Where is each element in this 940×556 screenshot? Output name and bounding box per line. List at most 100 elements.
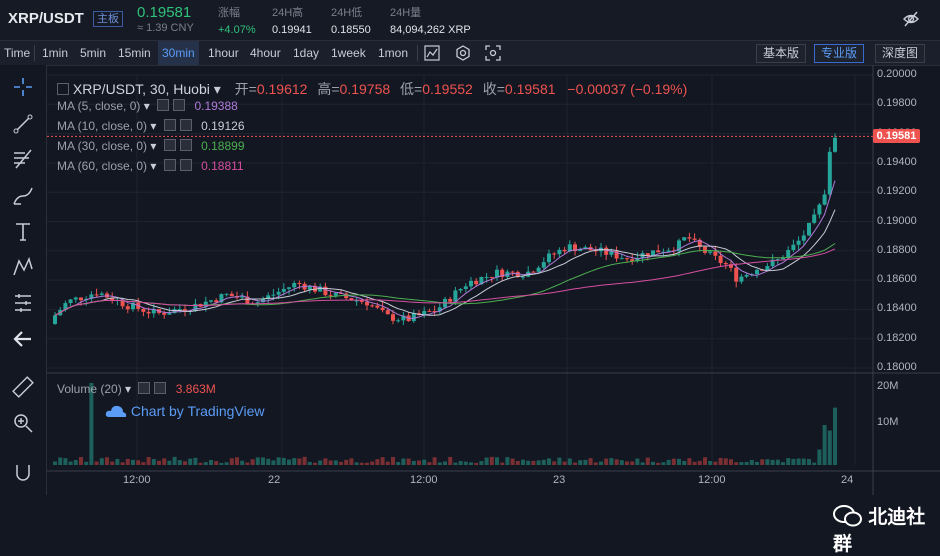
fullscreen-icon[interactable] [484, 44, 502, 62]
collapse-icon[interactable] [57, 83, 69, 95]
interval-1day[interactable]: 1day [293, 46, 320, 60]
volume-bar [599, 461, 603, 465]
candle-body [791, 244, 796, 251]
volume-bar [708, 461, 713, 465]
candle-body [489, 276, 494, 278]
close-icon[interactable] [179, 119, 192, 131]
back-arrow-icon[interactable] [11, 327, 35, 351]
brush-icon[interactable] [11, 184, 35, 208]
indicator-icon[interactable] [423, 44, 441, 62]
volume-bar [287, 459, 291, 465]
volume-bar [276, 457, 281, 465]
open-label: 开= [234, 81, 257, 97]
volume-bar [604, 458, 609, 465]
chart-area[interactable]: XRP/USDT, 30, Huobi ▾ 开=0.19612 高=0.1975… [47, 65, 940, 555]
chevron-down-icon[interactable]: ▾ [150, 159, 157, 173]
interval-5min[interactable]: 5min [80, 46, 107, 60]
volume-bar [671, 458, 676, 465]
crosshair-icon[interactable] [11, 75, 35, 99]
volume-bar [292, 458, 297, 465]
candle-body [359, 300, 364, 302]
interval-4hour[interactable]: 4hour [250, 46, 281, 60]
volume-bar [531, 460, 536, 465]
candle-body [614, 251, 619, 259]
chevron-down-icon[interactable]: ▾ [125, 382, 132, 396]
candle-body [183, 309, 187, 311]
stat-value: 84,094,262 XRP [390, 24, 471, 36]
volume-bar [411, 460, 416, 465]
volume-bar [141, 462, 146, 465]
candle-body [817, 204, 822, 215]
interval-15min[interactable]: 15min [118, 46, 151, 60]
volume-bar [479, 461, 484, 465]
volume-bar [812, 462, 817, 465]
depth-chart-button[interactable]: 深度图 [875, 44, 926, 63]
settings-icon[interactable] [138, 382, 151, 394]
volume-bar [651, 461, 655, 465]
price-tick-label: 0.19400 [877, 155, 917, 168]
interval-30min[interactable]: 30min [158, 41, 199, 65]
price-tick-label: 0.18000 [877, 361, 917, 373]
fib-tool-icon[interactable] [11, 147, 35, 171]
pattern-tool-icon[interactable] [11, 255, 35, 279]
volume-bar [188, 458, 193, 465]
close-icon[interactable] [173, 99, 186, 111]
close-icon[interactable] [179, 159, 192, 171]
close-icon[interactable] [154, 382, 167, 394]
tradingview-watermark[interactable]: Chart by TradingView [105, 403, 264, 419]
last-price: 0.19581 [137, 4, 192, 21]
volume-bar [822, 424, 827, 465]
candle-body [718, 255, 723, 264]
candlestick-chart[interactable] [47, 65, 940, 495]
chevron-down-icon[interactable]: ▾ [150, 139, 157, 153]
text-tool-icon[interactable] [11, 219, 35, 243]
volume-bar [578, 460, 583, 465]
settings-icon[interactable] [163, 139, 176, 151]
candle-body [656, 250, 661, 253]
close-icon[interactable] [179, 139, 192, 151]
volume-label: Volume (20) [57, 382, 122, 396]
basic-view-button[interactable]: 基本版 [756, 44, 807, 63]
trend-line-icon[interactable] [11, 112, 35, 136]
candle-body [271, 294, 276, 296]
settings-icon[interactable] [157, 99, 170, 111]
candle-body [240, 296, 245, 298]
volume-bar [313, 462, 317, 465]
interval-1mon[interactable]: 1mon [378, 46, 409, 60]
volume-bar [209, 459, 213, 465]
pair-title[interactable]: XRP/USDT [8, 10, 84, 27]
chevron-down-icon[interactable]: ▾ [213, 81, 221, 97]
chevron-down-icon[interactable]: ▾ [150, 119, 157, 133]
candle-body [651, 250, 655, 257]
zoom-in-icon[interactable] [11, 411, 35, 435]
volume-bar [136, 460, 141, 465]
brand-overlay: 北迪社群 [833, 502, 940, 556]
volume-bar [729, 459, 733, 465]
interval-1week[interactable]: 1week [331, 46, 366, 60]
ma-10-line [54, 209, 836, 316]
settings-icon[interactable] [163, 119, 176, 131]
close-value: 0.19581 [504, 81, 556, 97]
candle-body [354, 300, 359, 302]
settings-icon[interactable] [163, 159, 176, 171]
hide-eye-icon[interactable] [902, 10, 920, 28]
pro-view-button[interactable]: 专业版 [814, 44, 865, 63]
volume-bar [99, 458, 104, 465]
candle-body [458, 288, 463, 291]
settings-icon[interactable] [454, 44, 472, 62]
candle-body [177, 309, 182, 311]
candle-body [333, 292, 338, 296]
prediction-tool-icon[interactable] [11, 291, 35, 315]
time-tick-label: 24 [841, 474, 854, 486]
chevron-down-icon[interactable]: ▾ [143, 99, 150, 113]
candle-body [687, 237, 692, 239]
interval-1min[interactable]: 1min [42, 46, 69, 60]
interval-time[interactable]: Time [4, 46, 31, 60]
candle-body [323, 286, 328, 296]
candle-body [630, 259, 635, 262]
volume-bar [749, 459, 754, 465]
magnet-icon[interactable] [11, 461, 35, 485]
candle-body [666, 250, 671, 252]
interval-1hour[interactable]: 1hour [208, 46, 239, 60]
ruler-icon[interactable] [11, 375, 35, 399]
